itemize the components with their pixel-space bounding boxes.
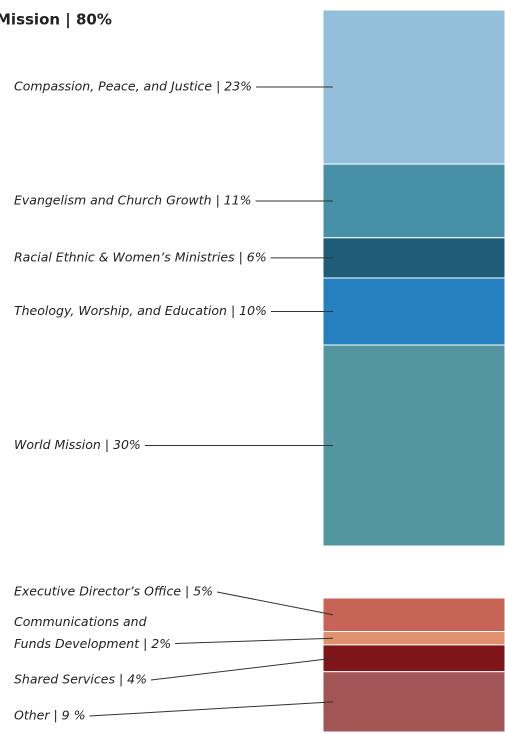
leader-line <box>89 701 334 717</box>
leader-line <box>175 637 334 644</box>
segment <box>322 237 505 279</box>
segment-label: Theology, Worship, and Education | 10% <box>14 303 267 318</box>
leader-line <box>216 591 334 616</box>
segment-label: Other | 9 % <box>14 708 85 723</box>
segment <box>322 277 505 346</box>
segment-label: Evangelism and Church Growth | 11% <box>14 192 252 207</box>
segment <box>322 597 505 632</box>
segment <box>322 644 505 673</box>
segment <box>322 631 505 646</box>
segment-label: World Mission | 30% <box>14 437 141 452</box>
segment-label: Shared Services | 4% <box>14 672 147 687</box>
segment-label: Executive Director’s Office | 5% <box>14 584 213 599</box>
segment-label: Racial Ethnic & Women’s Ministries | 6% <box>14 249 267 264</box>
segment-label: Compassion, Peace, and Justice | 23% <box>14 79 252 94</box>
chart-title: Mission | 80% <box>0 11 112 30</box>
segment <box>322 344 505 547</box>
segment <box>322 163 505 239</box>
segment <box>322 9 505 165</box>
leader-line <box>150 657 334 681</box>
segment-label: Communications and Funds Development | 2% <box>14 614 171 651</box>
segment <box>322 671 505 733</box>
